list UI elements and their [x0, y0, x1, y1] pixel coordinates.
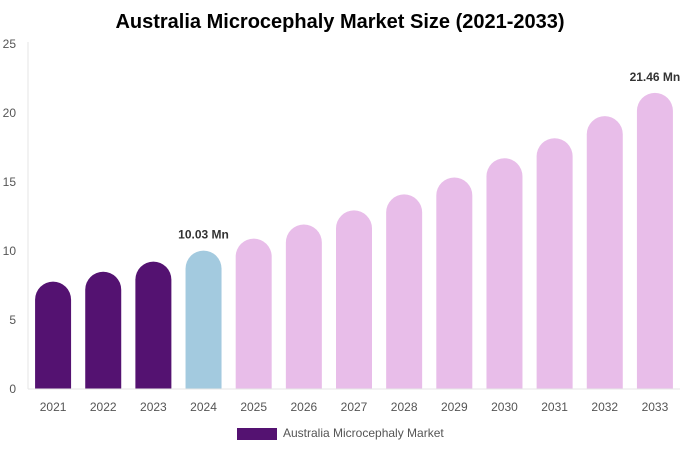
x-axis: 2021 2022 2023 2024 2025 2026 2027 2028 2029 2030…: [28, 388, 680, 414]
bar: [285, 224, 322, 389]
y-axis: 0 5 10 15 20 25: [3, 37, 29, 396]
data-label: 21.46 Mn: [630, 70, 680, 84]
bar: [536, 138, 573, 389]
x-tick-label: 2028: [391, 400, 418, 414]
bar: [636, 92, 673, 390]
legend-label: Australia Microcephaly Market: [283, 426, 444, 440]
legend-swatch: [237, 428, 277, 440]
y-tick-label: 15: [3, 175, 17, 189]
y-tick-label: 0: [9, 382, 16, 396]
data-label: 10.03 Mn: [178, 228, 229, 242]
chart-title: Australia Microcephaly Market Size (2021…: [115, 11, 564, 33]
bar: [235, 238, 272, 389]
x-tick-label: 2021: [40, 400, 67, 414]
x-tick-label: 2022: [90, 400, 117, 414]
x-tick-label: 2023: [140, 400, 167, 414]
x-tick-label: 2031: [541, 400, 568, 414]
y-tick-label: 25: [3, 37, 17, 51]
x-tick-label: 2029: [441, 400, 468, 414]
x-tick-label: 2024: [190, 400, 217, 414]
bar: [386, 194, 423, 389]
bar: [135, 261, 172, 389]
bar: [336, 210, 372, 389]
x-tick-label: 2033: [642, 400, 669, 414]
bars: 10.03 Mn 21.46 Mn: [35, 70, 680, 390]
x-tick-label: 2025: [240, 400, 267, 414]
bar: [185, 250, 222, 389]
y-tick-label: 10: [3, 244, 17, 258]
x-tick-label: 2026: [290, 400, 317, 414]
bar: [486, 158, 523, 389]
x-tick-label: 2032: [591, 400, 618, 414]
legend[interactable]: Australia Microcephaly Market: [237, 426, 444, 440]
y-tick-label: 20: [3, 106, 17, 120]
y-tick-label: 5: [9, 313, 16, 327]
x-tick-label: 2027: [341, 400, 368, 414]
bar: [436, 177, 473, 389]
bar: [85, 271, 122, 389]
bar: [586, 116, 623, 389]
x-tick-label: 2030: [491, 400, 518, 414]
bar: [35, 281, 72, 389]
